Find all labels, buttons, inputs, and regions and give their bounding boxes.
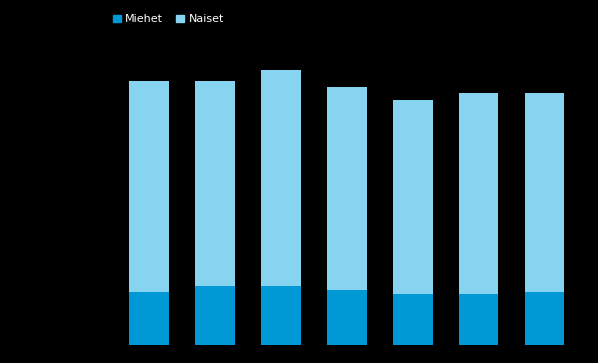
Bar xyxy=(327,87,367,290)
Bar xyxy=(459,294,498,345)
Bar xyxy=(393,100,432,294)
Bar xyxy=(261,286,301,345)
Bar xyxy=(196,286,235,345)
Bar xyxy=(129,292,169,345)
Bar xyxy=(525,93,565,292)
Legend: Miehet, Naiset: Miehet, Naiset xyxy=(108,10,228,29)
Bar xyxy=(196,81,235,286)
Bar xyxy=(261,70,301,286)
Bar xyxy=(525,292,565,345)
Bar xyxy=(327,290,367,345)
Bar xyxy=(129,81,169,292)
Bar xyxy=(459,93,498,294)
Bar xyxy=(393,294,432,345)
